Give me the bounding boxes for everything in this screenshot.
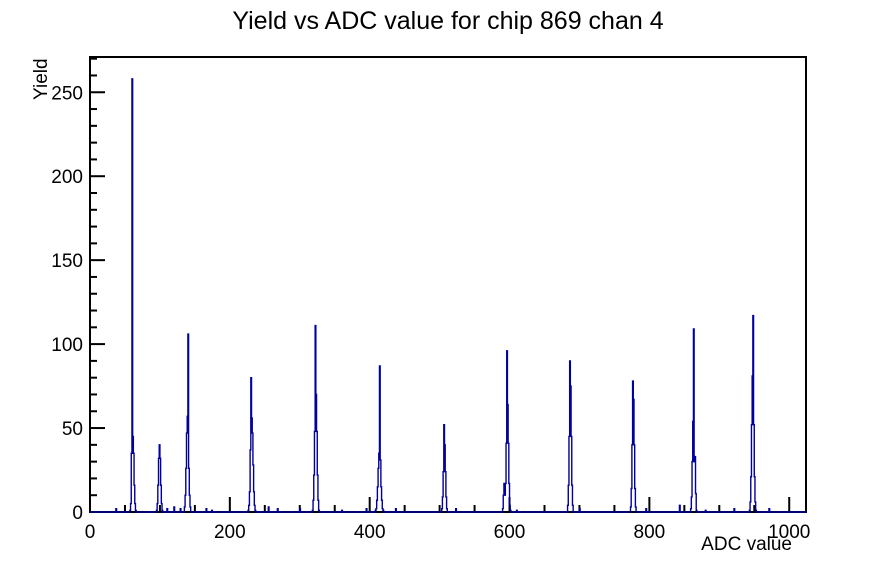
chart-title: Yield vs ADC value for chip 869 chan 4 (232, 7, 664, 35)
x-axis-tick-label: 200 (214, 522, 246, 543)
x-axis-tick-label: 0 (85, 522, 96, 543)
y-axis-tick-label: 0 (72, 503, 83, 524)
x-axis-tick-label: 600 (494, 522, 526, 543)
plot-frame (89, 56, 807, 513)
y-axis-title: Yield (31, 58, 52, 100)
x-axis-tick-label: 400 (354, 522, 386, 543)
y-axis-tick-label: 50 (62, 419, 83, 440)
histogram-line (90, 78, 806, 513)
x-axis-tick-label: 800 (634, 522, 666, 543)
y-axis-tick-label: 250 (51, 83, 83, 104)
y-axis-tick-label: 100 (51, 335, 83, 356)
y-axis-tick-label: 200 (51, 167, 83, 188)
y-axis-tick-label: 150 (51, 251, 83, 272)
x-axis-title: ADC value (701, 534, 792, 555)
x-axis-tick-label: 1000 (768, 522, 810, 543)
